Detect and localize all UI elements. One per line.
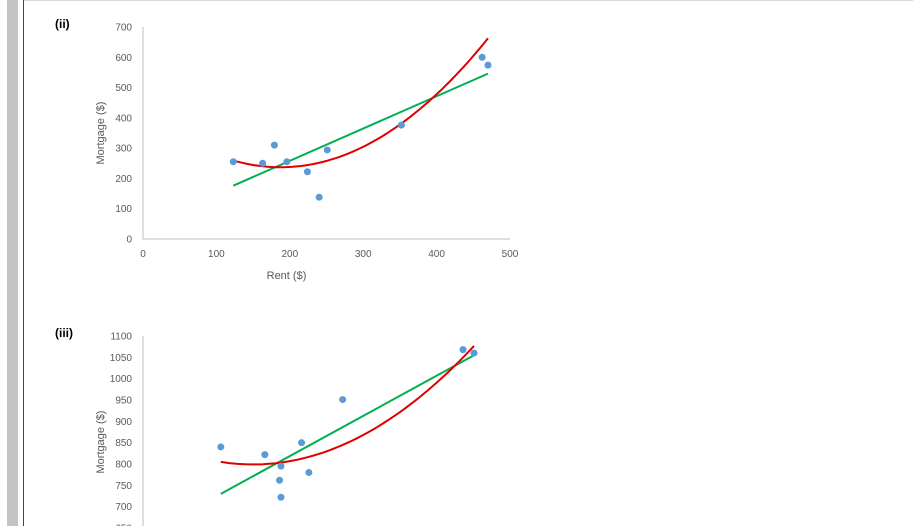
chart1-y-tick-label: 700 <box>115 23 132 34</box>
chart2-y-axis-title: Mortgage ($) <box>95 411 107 474</box>
chart1-data-point <box>270 141 278 149</box>
chart2-y-tick-label: 900 <box>115 417 132 428</box>
chart1-data-point <box>229 158 237 166</box>
panel-label-iii: (iii) <box>55 326 73 340</box>
chart1-data-point <box>259 159 267 167</box>
chart1-data-point <box>283 158 291 166</box>
chart2-y-tick-label: 1000 <box>110 374 133 385</box>
chart2-data-point <box>261 451 269 459</box>
chart2-data-point <box>276 476 284 484</box>
chart1-y-tick-label: 400 <box>115 113 132 124</box>
chart2-y-tick-label: 700 <box>115 502 132 513</box>
chart1-y-tick-label: 500 <box>115 83 132 94</box>
top-border-line <box>24 0 913 1</box>
chart1-y-tick-label: 600 <box>115 53 132 64</box>
chart1-y-tick-label: 100 <box>115 204 132 215</box>
panel-label-ii: (ii) <box>55 17 70 31</box>
chart1-x-tick-label: 200 <box>281 249 298 260</box>
chart2-y-tick-label: 650 <box>115 524 132 526</box>
chart1-y-tick-label: 200 <box>115 174 132 185</box>
chart2-data-point <box>339 396 347 404</box>
chart1-data-point <box>315 193 323 201</box>
chart2-data-point <box>459 346 467 354</box>
chart2-data-point <box>277 462 285 470</box>
chart2-polynomial-trendline <box>220 345 475 466</box>
chart2-y-tick-label: 850 <box>115 438 132 449</box>
chart2-y-tick-label: 1100 <box>110 332 132 343</box>
chart1-data-point <box>397 121 405 129</box>
chart2-data-point <box>305 469 313 477</box>
chart1-y-axis-title: Mortgage ($) <box>95 102 107 165</box>
chart1-x-tick-label: 400 <box>428 249 445 260</box>
chart1-x-tick-label: 100 <box>208 249 225 260</box>
chart2-data-point <box>470 349 478 357</box>
chart2-y-tick-label: 800 <box>115 460 132 471</box>
chart2-linear-trendline <box>220 354 475 495</box>
chart1-data-point <box>303 168 311 176</box>
chart1-x-axis-title: Rent ($) <box>267 270 307 282</box>
chart1-y-tick-label: 300 <box>115 144 132 155</box>
chart1-data-point <box>323 146 331 154</box>
chart2-y-tick-label: 950 <box>115 396 132 407</box>
chart1-data-point <box>478 53 486 61</box>
chart2-y-tick-label: 750 <box>115 481 132 492</box>
chart2-data-point <box>217 443 225 451</box>
chart2-data-point <box>298 439 306 447</box>
chart2-y-tick-label: 1050 <box>110 353 133 364</box>
chart1-x-tick-label: 500 <box>502 249 519 260</box>
page-border-line <box>23 0 24 526</box>
left-margin-bar <box>7 0 18 526</box>
chart1-x-tick-label: 300 <box>355 249 372 260</box>
chart1-x-tick-label: 0 <box>140 249 146 260</box>
chart1-y-tick-label: 0 <box>126 235 132 246</box>
chart1-polynomial-trendline <box>233 37 489 169</box>
chart1-linear-trendline <box>232 72 489 187</box>
chart2-data-point <box>277 493 285 501</box>
chart1-data-point <box>484 61 492 69</box>
